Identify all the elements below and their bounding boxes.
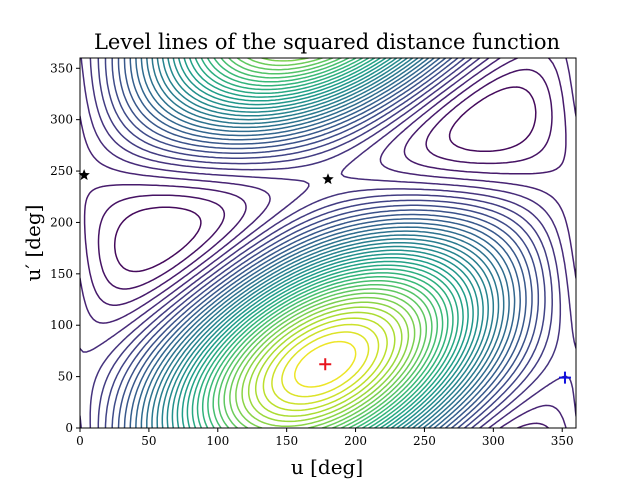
marker-plus-blue bbox=[558, 371, 571, 384]
x-tick-label: 250 bbox=[413, 434, 436, 448]
contour-lines bbox=[80, 58, 576, 428]
contour-level bbox=[151, 58, 500, 428]
contour-level bbox=[229, 58, 422, 428]
contour-level bbox=[171, 58, 479, 428]
contour-level bbox=[181, 58, 469, 428]
contour-level bbox=[294, 340, 357, 388]
contour-level bbox=[247, 306, 403, 423]
markers bbox=[78, 169, 571, 384]
marker-saddle-2 bbox=[78, 169, 90, 181]
contour-level bbox=[262, 317, 388, 412]
contour-level bbox=[80, 58, 576, 428]
y-tick-label: 100 bbox=[50, 318, 73, 332]
x-tick-label: 200 bbox=[344, 434, 367, 448]
contour-level bbox=[207, 58, 444, 428]
x-tick-label: 300 bbox=[482, 434, 505, 448]
contour-level bbox=[97, 68, 553, 290]
contour-level bbox=[186, 58, 464, 428]
y-axis-ticks: 0 50 100 150 200 250 300 350 bbox=[50, 61, 80, 435]
contour-level bbox=[161, 58, 489, 428]
y-tick-label: 250 bbox=[50, 164, 73, 178]
x-axis-ticks: 0 50 100 150 200 250 300 350 bbox=[76, 428, 574, 448]
contour-level bbox=[123, 58, 527, 428]
contour-level bbox=[196, 58, 454, 428]
contour-level bbox=[140, 58, 510, 428]
contour-level bbox=[271, 323, 380, 405]
contour-level bbox=[223, 58, 428, 428]
contour-level bbox=[146, 58, 505, 428]
contour-level bbox=[111, 58, 540, 428]
contour-level bbox=[176, 58, 474, 428]
contour-level bbox=[166, 58, 484, 428]
marker-minimum bbox=[319, 358, 332, 371]
x-tick-label: 0 bbox=[76, 434, 84, 448]
contour-level bbox=[281, 331, 370, 398]
contour-level bbox=[201, 58, 449, 428]
contour-level bbox=[241, 301, 410, 428]
contour-level bbox=[117, 58, 533, 428]
contour-level bbox=[89, 58, 562, 428]
y-tick-label: 200 bbox=[50, 215, 73, 229]
contour-level bbox=[104, 58, 546, 428]
contour-level bbox=[191, 58, 459, 428]
y-tick-label: 50 bbox=[58, 370, 73, 384]
y-tick-label: 150 bbox=[50, 267, 73, 281]
y-tick-label: 300 bbox=[50, 113, 73, 127]
x-tick-label: 100 bbox=[206, 434, 229, 448]
marker-saddle-1 bbox=[322, 173, 334, 185]
contour-level bbox=[135, 58, 516, 428]
plot-frame bbox=[79, 57, 577, 429]
chart-title: Level lines of the squared distance func… bbox=[94, 30, 560, 54]
y-tick-label: 350 bbox=[50, 61, 73, 75]
y-axis-label: u′ [deg] bbox=[21, 205, 45, 282]
contour-level bbox=[217, 58, 433, 428]
contour-level bbox=[156, 58, 495, 428]
x-tick-label: 350 bbox=[551, 434, 574, 448]
x-axis-label: u [deg] bbox=[291, 455, 363, 479]
contour-level bbox=[254, 311, 396, 417]
contour-level bbox=[97, 58, 553, 428]
y-tick-label: 0 bbox=[65, 421, 73, 435]
contour-level bbox=[113, 86, 537, 273]
contour-level bbox=[80, 58, 576, 428]
x-tick-label: 150 bbox=[275, 434, 298, 448]
contour-level bbox=[212, 58, 439, 428]
contour-level bbox=[235, 58, 416, 428]
contour-level bbox=[129, 58, 521, 428]
x-tick-label: 50 bbox=[141, 434, 156, 448]
